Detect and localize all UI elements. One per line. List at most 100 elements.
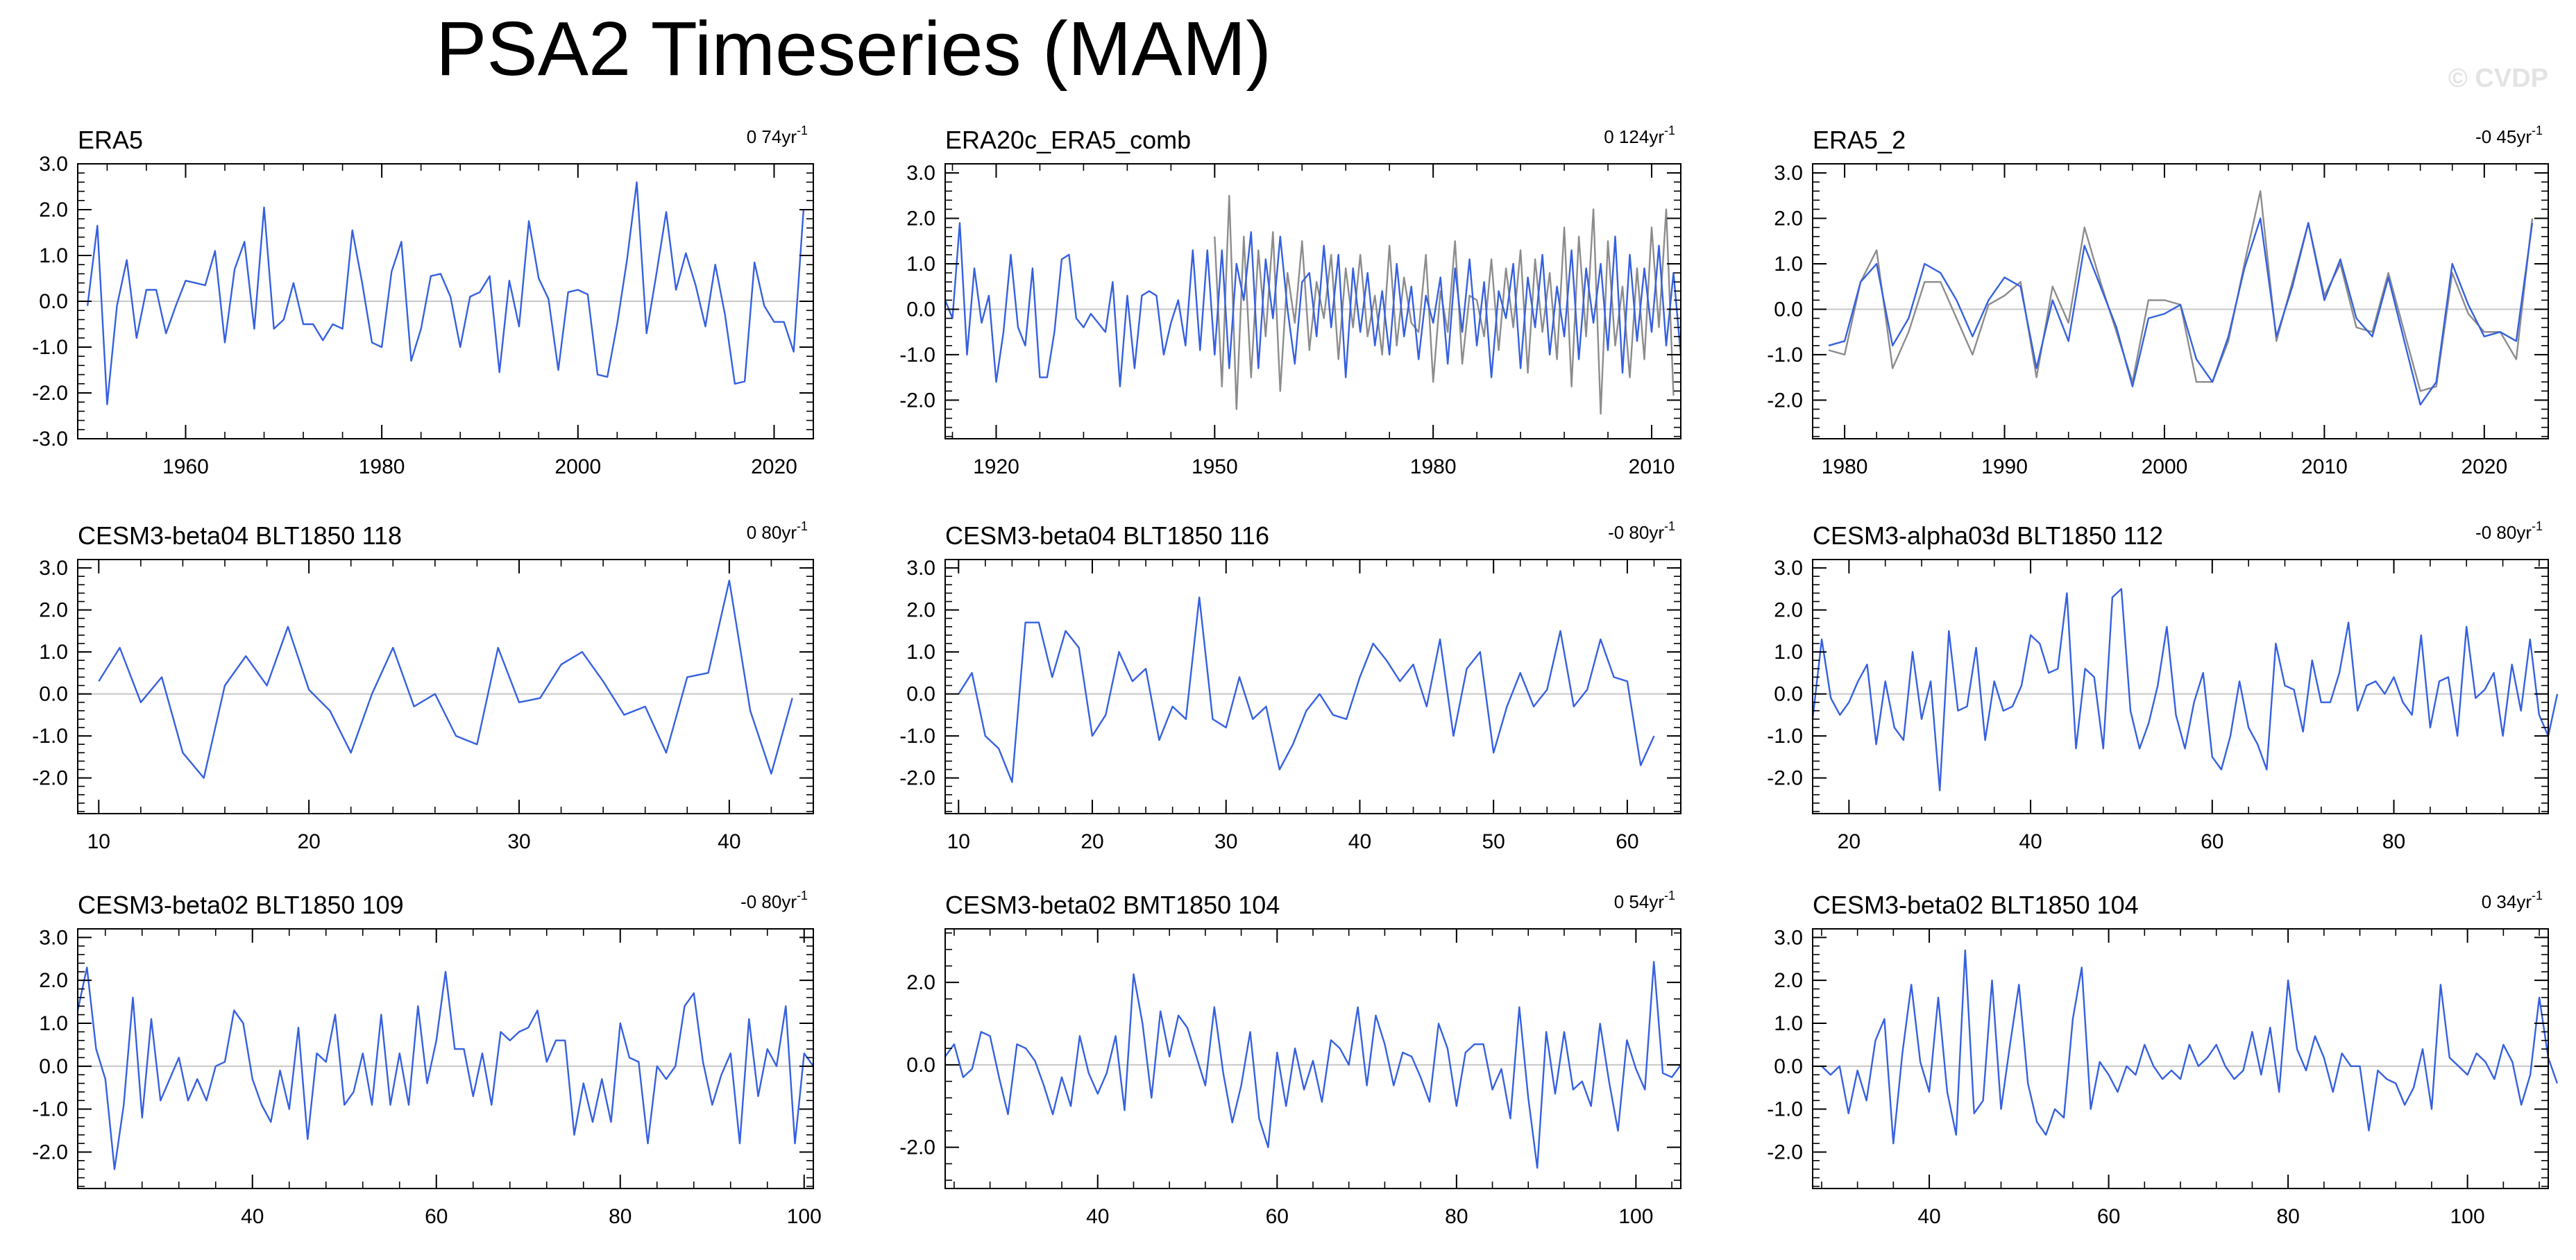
x-tick-label: 60: [1266, 1205, 1289, 1228]
x-tick-label: 60: [2097, 1205, 2120, 1228]
figure-title: PSA2 Timeseries (MAM): [435, 6, 1272, 92]
y-tick-label: -2.0: [899, 767, 935, 790]
x-tick-label: 20: [297, 830, 320, 853]
y-tick-label: 3.0: [1774, 926, 1803, 949]
panel-1: 1960 1980 2000 2020 -3.0 -2.0 -1.0 0.0 1.0 2.0 3.0…: [32, 124, 814, 478]
y-tick-label: 0.0: [1774, 1055, 1803, 1078]
panel-title: CESM3-alpha03d BLT1850 112: [1813, 521, 2163, 550]
y-tick-label: 3.0: [39, 557, 68, 580]
y-tick-label: -2.0: [32, 767, 68, 790]
series-line: [76, 966, 814, 1170]
watermark: © CVDP: [2448, 64, 2548, 93]
x-tick-label: 80: [1445, 1205, 1468, 1228]
trend-label: 0 54yr-1: [1614, 889, 1675, 912]
x-tick-label: 100: [1618, 1205, 1653, 1228]
y-tick-label: -2.0: [899, 389, 935, 412]
x-tick-label: 10: [947, 830, 970, 853]
y-tick-label: 2.0: [906, 208, 935, 230]
y-tick-label: 0.0: [39, 1055, 68, 1078]
panel-title: CESM3-beta04 BLT1850 116: [945, 521, 1269, 550]
x-tick-label: 2020: [2461, 455, 2507, 478]
y-tick-label: 1.0: [1774, 641, 1803, 664]
x-tick-label: 60: [2201, 830, 2223, 853]
y-tick-label: -1.0: [1767, 344, 1803, 367]
y-tick-label: 0.0: [906, 683, 935, 706]
series-line: [98, 580, 793, 779]
panel-8: 40 60 80 100 -2.0 0.0 2.0 CESM3-beta02 BMT1850 …: [899, 889, 1681, 1228]
y-tick-label: -2.0: [1767, 1141, 1803, 1164]
trend-label: -0 80yr-1: [1608, 519, 1675, 543]
y-tick-label: -1.0: [32, 336, 68, 359]
series-line: [944, 961, 1681, 1169]
x-tick-label: 40: [2019, 830, 2042, 853]
y-tick-label: 2.0: [39, 969, 68, 992]
y-tick-label: -3.0: [32, 428, 68, 451]
series-line: [1828, 217, 2534, 406]
series-line: [944, 221, 1682, 387]
series-line: [1811, 588, 2559, 791]
x-tick-label: 80: [609, 1205, 632, 1228]
x-tick-label: 40: [718, 830, 740, 853]
panel-2: 1920 1950 1980 2010 -2.0 -1.0 0.0 1.0 2.0 3.0 ERA2…: [899, 124, 1682, 478]
y-tick-label: 3.0: [906, 557, 935, 580]
x-tick-label: 1980: [1410, 455, 1457, 478]
y-tick-label: -1.0: [32, 1098, 68, 1121]
y-tick-label: 3.0: [906, 162, 935, 185]
x-tick-label: 1980: [359, 455, 405, 478]
x-tick-label: 1990: [1981, 455, 2028, 478]
x-tick-label: 100: [787, 1205, 822, 1228]
x-tick-label: 1980: [1822, 455, 1868, 478]
y-tick-label: 3.0: [1774, 162, 1803, 185]
panel-7: 40 60 80 100 -2.0 -1.0 0.0 1.0 2.0 3.0 CESM3-beta0…: [32, 889, 821, 1228]
y-tick-label: -1.0: [1767, 1098, 1803, 1121]
y-tick-label: 1.0: [1774, 1012, 1803, 1035]
plot-frame: [77, 559, 814, 814]
panel-title: ERA20c_ERA5_comb: [945, 126, 1191, 154]
panel-title: CESM3-beta02 BLT1850 104: [1813, 891, 2139, 919]
x-tick-label: 2020: [751, 455, 797, 478]
x-tick-label: 1960: [162, 455, 209, 478]
x-tick-label: 20: [1838, 830, 1861, 853]
panel-5: 10 20 30 40 50 60 -2.0 -1.0 0.0 1.0 2.0 3.0 CESM3-be…: [899, 519, 1681, 853]
panel-9: 40 60 80 100 -2.0 -1.0 0.0 1.0 2.0 3.0 CESM3-beta0…: [1767, 889, 2559, 1228]
y-tick-label: 0.0: [1774, 298, 1803, 321]
y-tick-label: 2.0: [906, 971, 935, 994]
y-tick-label: 3.0: [39, 153, 68, 176]
x-tick-label: 2010: [1629, 455, 1675, 478]
y-tick-label: 1.0: [906, 641, 935, 664]
y-tick-label: -1.0: [32, 725, 68, 748]
panel-3: 1980 1990 2000 2010 2020 -2.0 -1.0 0.0 1.0 2.0 3.0…: [1767, 124, 2549, 478]
x-tick-label: 1950: [1192, 455, 1238, 478]
y-tick-label: 1.0: [39, 1012, 68, 1035]
x-tick-label: 80: [2382, 830, 2405, 853]
panel-title: ERA5: [78, 126, 143, 154]
y-tick-label: -2.0: [1767, 767, 1803, 790]
trend-label: 0 124yr-1: [1604, 124, 1675, 147]
y-tick-label: 0.0: [906, 1054, 935, 1077]
x-tick-label: 10: [87, 830, 110, 853]
y-tick-label: 0.0: [39, 683, 68, 706]
x-tick-label: 40: [241, 1205, 264, 1228]
series-line: [958, 596, 1655, 783]
x-tick-label: 1920: [973, 455, 1019, 478]
y-tick-label: 0.0: [39, 290, 68, 313]
panel-4: 10 20 30 40 -2.0 -1.0 0.0 1.0 2.0 3.0 CESM3-beta04…: [32, 519, 814, 853]
y-tick-label: 2.0: [39, 599, 68, 622]
series-line: [1828, 190, 2534, 392]
trend-label: 0 74yr-1: [747, 124, 808, 147]
y-tick-label: 2.0: [1774, 599, 1803, 622]
y-tick-label: -2.0: [32, 1141, 68, 1164]
trend-label: 0 80yr-1: [747, 519, 808, 543]
x-tick-label: 30: [507, 830, 530, 853]
x-tick-label: 2000: [2142, 455, 2188, 478]
x-tick-label: 2000: [554, 455, 601, 478]
y-tick-label: 1.0: [39, 244, 68, 267]
x-tick-label: 40: [1348, 830, 1371, 853]
x-tick-label: 40: [1086, 1205, 1109, 1228]
x-tick-label: 60: [425, 1205, 448, 1228]
y-tick-label: 2.0: [1774, 969, 1803, 992]
y-tick-label: 1.0: [39, 641, 68, 664]
y-tick-label: 2.0: [39, 199, 68, 221]
panel-6: 20 40 60 80 -2.0 -1.0 0.0 1.0 2.0 3.0 CESM3-alpha0…: [1767, 519, 2559, 853]
plot-frame: [944, 559, 1681, 814]
